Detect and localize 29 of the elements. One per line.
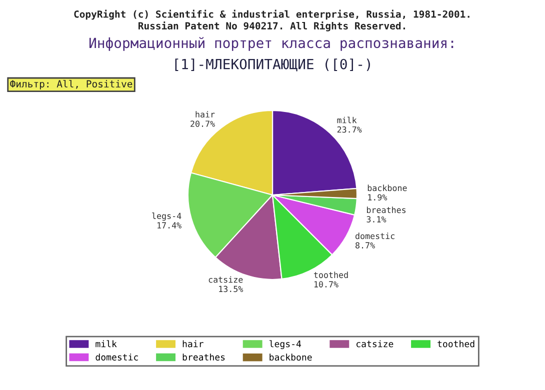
data-label: 8.7% <box>356 242 375 248</box>
legend-label: hair <box>182 340 204 348</box>
legend-label: breathes <box>182 354 225 361</box>
slice-label: backbone <box>368 184 407 192</box>
data-label: 3.1% <box>366 216 386 222</box>
legend-label: domestic <box>96 354 138 361</box>
data-label: 1.9% <box>368 194 388 200</box>
slice-label: catsize <box>208 276 243 283</box>
data-label: 13.5% <box>219 286 244 292</box>
legend-label: legs-4 <box>270 340 302 350</box>
data-label: 23.7% <box>337 126 362 133</box>
slice-label: legs-4 <box>152 212 182 221</box>
slice-label: milk <box>337 116 357 124</box>
slice-label: toothed <box>314 272 348 278</box>
slice-label: breathes <box>366 206 406 214</box>
legend-label: backbone <box>270 354 312 361</box>
legend-label: toothed <box>438 340 474 348</box>
text: Фильтр: All, Positive <box>10 80 132 90</box>
data-label: 10.7% <box>314 281 338 288</box>
data-label: 17.4% <box>158 222 182 228</box>
data-label: 20.7% <box>190 120 215 127</box>
legend-label: milk <box>96 340 117 348</box>
slice-label: hair <box>196 111 215 118</box>
text: Russian Patent No 940217. All Rights Reserved. <box>138 21 405 32</box>
slice-label: domestic <box>356 232 394 240</box>
chart-subtitle: [1]-МЛЕКОПИТАЮЩИЕ ([0]-) <box>175 58 370 72</box>
chart-title: Информационный портрет класса распознавания: <box>89 37 454 51</box>
text: CopyRight (c) Scientific & industrial enterprise, Russia, 1981-2001. <box>74 10 470 20</box>
legend-label: catsize <box>356 340 394 348</box>
